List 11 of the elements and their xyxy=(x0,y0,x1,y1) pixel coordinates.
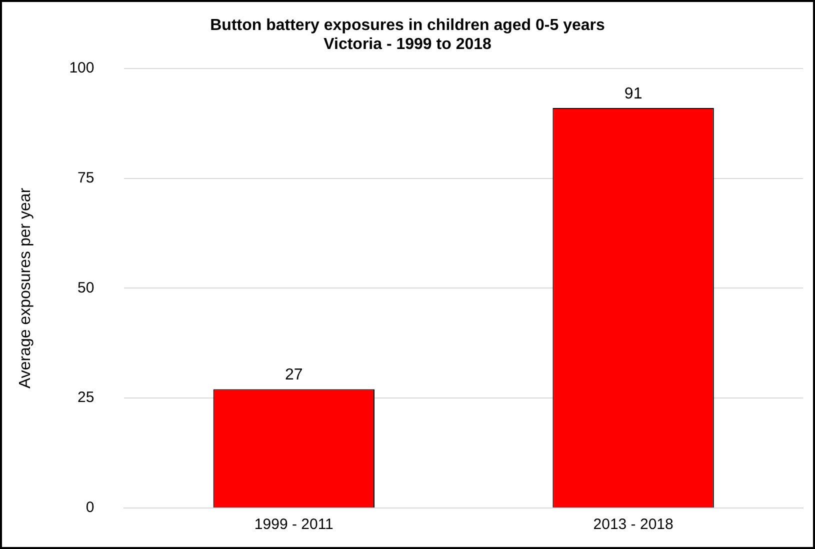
y-axis-title: Average exposures per year xyxy=(17,187,34,389)
x-tick-label: 1999 - 2011 xyxy=(254,516,334,534)
data-label: 91 xyxy=(624,85,642,102)
y-tick-label: 100 xyxy=(69,60,94,77)
y-tick-label: 25 xyxy=(78,389,94,406)
y-tick-label: 75 xyxy=(78,169,94,186)
chart-title: Button battery exposures in children aged 0-5 years Victoria - 1999 to 2018 xyxy=(210,17,605,54)
data-label: 27 xyxy=(285,366,303,384)
y-tick-label: 50 xyxy=(78,279,94,296)
x-tick-label: 2013 - 2018 xyxy=(593,516,674,534)
y-tick-label: 0 xyxy=(86,499,94,516)
